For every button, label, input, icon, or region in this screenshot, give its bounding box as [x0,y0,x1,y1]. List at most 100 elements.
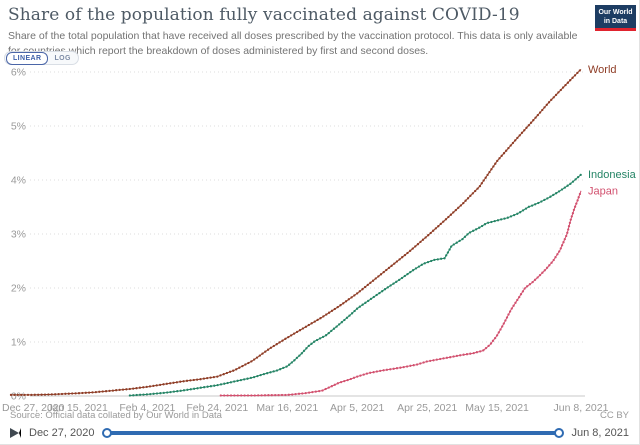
data-dot [469,194,472,197]
series-label-world[interactable]: World [588,64,617,76]
timeline-track[interactable] [102,427,564,438]
data-dot [169,382,172,385]
data-dot [546,197,549,200]
timeline-end-date[interactable]: Jun 8, 2021 [571,426,630,439]
data-dot [420,263,423,266]
data-dot [250,360,253,363]
data-dot [282,366,285,370]
x-tick-label: Apr 25, 2021 [397,402,457,414]
data-dot [443,257,446,260]
series-label-japan[interactable]: Japan [588,185,618,197]
data-dot [74,392,77,395]
data-dot [111,389,115,392]
data-dot [518,295,521,299]
data-dot [371,279,375,282]
data-dot [269,371,272,374]
data-dot [521,209,525,212]
data-dot [185,379,189,382]
data-dot [482,349,485,352]
data-dot [529,121,533,124]
data-dot [216,375,219,378]
data-dot [538,273,542,277]
data-dot [257,394,260,397]
data-dot [439,257,443,260]
timeline-start-handle[interactable] [102,427,113,438]
data-dot [449,356,452,359]
data-dot [319,317,322,320]
data-dot [480,182,483,185]
data-dot [463,235,467,238]
data-dot [279,368,282,371]
data-dot [189,379,192,382]
data-dot [339,380,343,384]
data-dot [508,310,512,313]
data-dot [209,376,212,379]
data-dot [158,383,162,387]
data-dot [60,392,64,396]
data-dot [497,331,500,334]
data-dot [566,231,569,234]
data-dot [454,208,457,212]
linear-scale-button[interactable]: LINEAR [6,51,49,65]
data-dot [461,237,464,241]
data-dot [305,347,308,350]
data-dot [372,371,375,374]
data-dot [295,330,299,334]
license-badge[interactable]: CC BY [599,410,629,421]
data-dot [335,325,338,328]
data-dot [449,213,453,216]
data-dot [560,188,564,191]
data-dot [278,341,281,344]
data-dot [491,339,495,342]
data-dot [352,376,356,379]
data-dot [573,205,577,208]
data-dot [468,231,472,234]
data-dot [343,379,346,383]
data-dot [272,370,275,373]
data-dot [101,390,104,393]
data-dot [505,316,509,319]
data-dot [510,307,513,310]
data-dot [223,382,226,385]
data-dot [516,298,519,302]
series-line-japan [220,190,582,396]
data-dot [476,187,479,190]
owid-logo[interactable]: Our World in Data [595,5,636,31]
data-dot [563,237,566,241]
data-dot [382,369,385,372]
data-dot [389,284,392,287]
data-dot [284,337,287,340]
data-dot [526,285,529,288]
series-label-indonesia[interactable]: Indonesia [588,169,637,181]
data-dot [203,386,206,389]
data-dot [511,141,515,145]
timeline-start-date[interactable]: Dec 27, 2020 [29,426,95,439]
data-dot [479,350,482,353]
x-tick-label: Jun 8, 2021 [554,402,609,414]
data-dot [457,206,460,209]
data-dot [571,76,574,79]
play-button[interactable] [10,427,21,438]
data-dot [484,176,487,179]
data-dot [307,344,310,348]
data-dot [575,202,578,205]
data-dot [350,312,354,315]
data-dot [192,378,195,382]
data-dot [159,392,162,395]
data-dot [172,390,176,393]
data-dot [226,394,229,397]
data-dot [175,381,179,384]
data-dot [311,390,314,394]
data-dot [444,218,448,221]
data-dot [243,378,246,381]
data-dot [13,393,16,397]
log-scale-button[interactable]: LOG [48,53,76,64]
data-dot [548,264,551,267]
timeline-end-handle[interactable] [553,427,564,438]
data-dot [324,387,327,391]
data-dot [77,392,81,395]
data-dot [287,335,290,339]
data-dot [361,288,364,291]
data-dot [550,261,553,264]
